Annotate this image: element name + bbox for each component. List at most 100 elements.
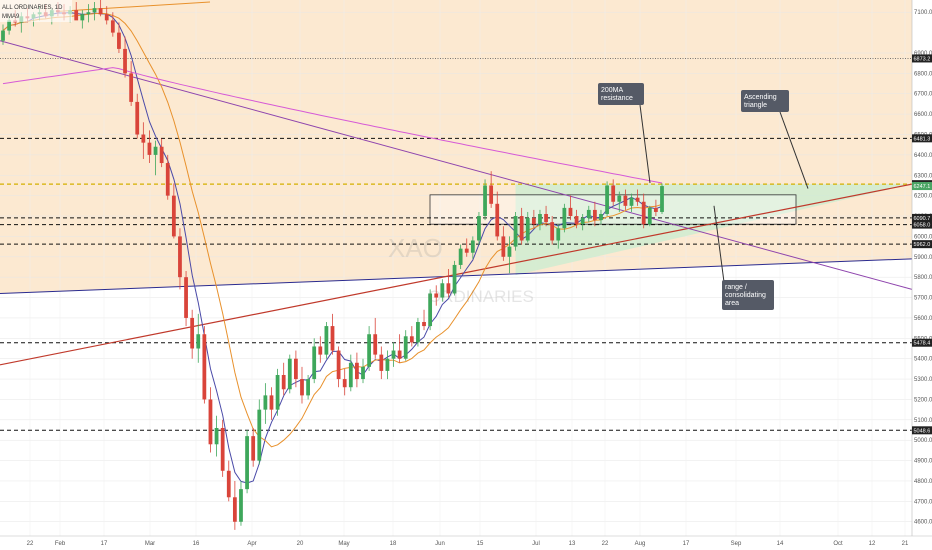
- candle: [135, 93, 140, 139]
- x-tick-label: 15: [477, 541, 484, 547]
- x-tick-label: 18: [390, 541, 397, 547]
- candle: [141, 122, 146, 159]
- candle: [293, 350, 298, 388]
- candle: [458, 244, 463, 270]
- candle: [586, 205, 591, 223]
- symbol-title: ALL ORDINARIES, 1D: [2, 5, 63, 11]
- candle: [196, 313, 201, 363]
- candle: [330, 313, 335, 355]
- level-labels: 6873.26481.36256.56247.16090.76058.05962…: [912, 54, 932, 435]
- candle: [550, 216, 555, 245]
- level-label: 6481.3: [912, 134, 932, 143]
- level-value: 6090.7: [914, 216, 931, 222]
- candle: [434, 285, 439, 306]
- level-value: 6247.1: [914, 184, 931, 190]
- candle: [629, 193, 634, 212]
- x-tick-label: Feb: [55, 541, 66, 547]
- candle: [361, 358, 365, 384]
- candle: [1, 24, 5, 45]
- callout-text: resistance: [601, 95, 633, 102]
- candle: [214, 415, 219, 457]
- candle: [86, 4, 91, 23]
- candle: [355, 352, 359, 388]
- candle: [336, 346, 341, 388]
- candle: [74, 2, 79, 21]
- candle: [129, 61, 134, 106]
- y-tick-label: 7100.0: [914, 10, 932, 16]
- x-tick-label: Mar: [145, 541, 155, 547]
- candle: [574, 209, 579, 229]
- y-tick-label: 5000.0: [914, 438, 932, 444]
- x-tick-label: Jul: [532, 541, 540, 547]
- x-tick-label: 17: [101, 541, 108, 547]
- candle: [647, 205, 652, 227]
- candle: [379, 346, 384, 380]
- candle: [342, 368, 347, 396]
- y-tick-label: 6000.0: [914, 234, 932, 240]
- candle: [654, 199, 658, 217]
- x-tick-label: Sep: [731, 541, 742, 547]
- y-tick-label: 5700.0: [914, 296, 932, 302]
- candle: [501, 226, 506, 261]
- candle: [123, 36, 127, 78]
- candle: [611, 179, 616, 206]
- candle: [373, 317, 378, 359]
- candle: [117, 22, 121, 53]
- y-tick-label: 6800.0: [914, 71, 932, 77]
- y-tick-label: 5200.0: [914, 397, 932, 403]
- callout-text: Ascending: [744, 94, 777, 101]
- x-tick-label: 14: [777, 541, 784, 547]
- indicator-label: MMA9: [2, 14, 20, 20]
- candle: [232, 480, 237, 530]
- y-tick-label: 4800.0: [914, 479, 932, 485]
- candle: [306, 374, 310, 400]
- candle: [281, 362, 286, 396]
- candle: [300, 366, 304, 404]
- y-tick-label: 5900.0: [914, 255, 932, 261]
- candle: [403, 330, 408, 361]
- y-tick-label: 6400.0: [914, 153, 932, 159]
- y-tick-label: 4700.0: [914, 499, 932, 505]
- level-label: 6873.2: [912, 54, 932, 63]
- ma-200-line: [2, 67, 663, 184]
- candle: [324, 322, 329, 359]
- x-tick-label: Jun: [435, 541, 445, 547]
- x-tick-label: 17: [683, 541, 690, 547]
- level-label: 6090.7: [912, 213, 932, 222]
- y-tick-label: 6200.0: [914, 194, 932, 200]
- y-tick-label: 5800.0: [914, 275, 932, 281]
- candle: [397, 334, 402, 363]
- candle: [104, 6, 109, 25]
- candle: [428, 289, 433, 331]
- horizontal-levels: [0, 58, 912, 431]
- candle: [312, 338, 317, 384]
- candle: [562, 203, 567, 233]
- x-tick-label: Oct: [833, 541, 843, 547]
- candle: [367, 326, 372, 371]
- candle: [239, 480, 243, 526]
- candle: [165, 154, 170, 200]
- candle: [251, 427, 256, 467]
- level-value: 6058.0: [914, 223, 931, 229]
- callout-text: consolidating: [725, 292, 766, 299]
- x-axis-strip: [0, 536, 932, 550]
- candle: [525, 211, 530, 243]
- y-tick-label: 5600.0: [914, 316, 932, 322]
- ma-long-segment: [59, 1, 211, 12]
- y-tick-label: 4600.0: [914, 520, 932, 526]
- candle: [641, 193, 646, 229]
- candle: [391, 342, 396, 367]
- level-value: 6873.2: [914, 56, 931, 62]
- watermark-sub: ORDINARIES: [428, 287, 534, 306]
- x-tick-label: Aug: [635, 541, 646, 547]
- candle: [556, 224, 561, 249]
- candle: [269, 387, 274, 420]
- level-value: 6481.3: [914, 136, 931, 142]
- candle: [110, 12, 115, 37]
- candle: [452, 260, 457, 296]
- x-tick-label: 12: [869, 541, 876, 547]
